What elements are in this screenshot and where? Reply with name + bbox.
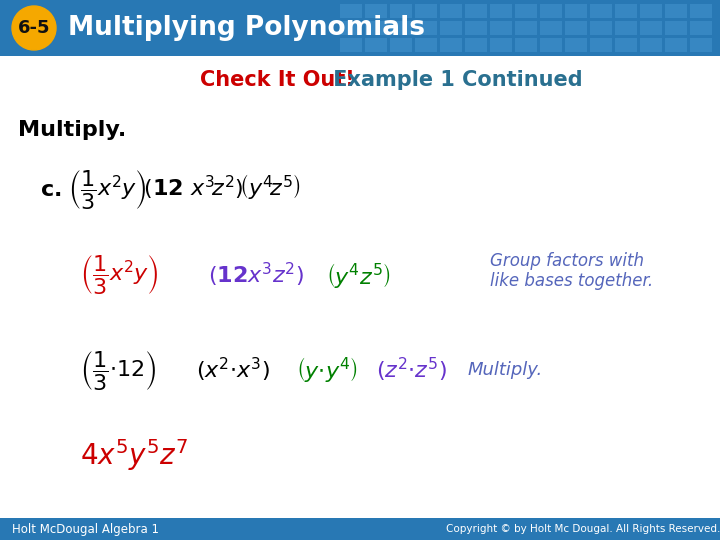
Bar xyxy=(365,4,387,18)
Bar xyxy=(540,21,562,35)
Text: $4x^5y^5z^7$: $4x^5y^5z^7$ xyxy=(80,437,188,473)
Text: $\left(y{\cdot}y^4\right)$: $\left(y{\cdot}y^4\right)$ xyxy=(296,355,358,384)
Text: Multiply.: Multiply. xyxy=(468,361,544,379)
Bar xyxy=(640,4,662,18)
Text: 6-5: 6-5 xyxy=(18,19,50,37)
Text: Copyright © by Holt Mc Dougal. All Rights Reserved.: Copyright © by Holt Mc Dougal. All Right… xyxy=(446,524,720,534)
Bar xyxy=(565,4,587,18)
Bar xyxy=(665,38,687,52)
Bar xyxy=(690,4,712,18)
Bar xyxy=(590,4,612,18)
Bar xyxy=(665,4,687,18)
Bar xyxy=(340,4,362,18)
Bar xyxy=(440,38,462,52)
Bar xyxy=(565,38,587,52)
Text: Example 1 Continued: Example 1 Continued xyxy=(326,70,582,90)
Bar xyxy=(390,4,412,18)
Bar xyxy=(415,4,437,18)
Text: Multiplying Polynomials: Multiplying Polynomials xyxy=(68,15,425,41)
Bar xyxy=(515,21,537,35)
Bar xyxy=(415,21,437,35)
Bar xyxy=(515,38,537,52)
Text: Multiply.: Multiply. xyxy=(18,120,126,140)
Bar xyxy=(490,4,512,18)
Text: $\left(\dfrac{1}{3}x^2 y\right)\!\left(\mathbf{12}\ x^{3}\!z^{2}\right)\!\left(y: $\left(\dfrac{1}{3}x^2 y\right)\!\left(\… xyxy=(68,168,301,212)
Text: $\left(\dfrac{1}{3}{\cdot}12\right)$: $\left(\dfrac{1}{3}{\cdot}12\right)$ xyxy=(80,348,156,392)
Bar xyxy=(690,21,712,35)
Bar xyxy=(465,4,487,18)
Bar xyxy=(490,38,512,52)
Bar xyxy=(690,38,712,52)
Bar xyxy=(615,4,637,18)
Text: $\mathbf{c.}$: $\mathbf{c.}$ xyxy=(40,180,61,200)
Bar xyxy=(465,38,487,52)
Text: $\left(z^2{\cdot}z^5\right)$: $\left(z^2{\cdot}z^5\right)$ xyxy=(376,356,447,384)
Bar xyxy=(565,21,587,35)
Bar xyxy=(590,21,612,35)
Bar xyxy=(390,38,412,52)
Text: like bases together.: like bases together. xyxy=(490,272,653,290)
Bar xyxy=(615,38,637,52)
Text: Group factors with: Group factors with xyxy=(490,252,644,270)
Bar xyxy=(0,0,720,56)
Text: $\left(y^4z^5\right)$: $\left(y^4z^5\right)$ xyxy=(326,260,391,289)
Bar xyxy=(340,21,362,35)
Bar xyxy=(640,38,662,52)
Bar xyxy=(415,38,437,52)
Bar xyxy=(440,4,462,18)
Text: $\left(x^2{\cdot}x^3\right)$: $\left(x^2{\cdot}x^3\right)$ xyxy=(196,356,270,384)
Bar xyxy=(340,38,362,52)
Text: Check It Out!: Check It Out! xyxy=(200,70,355,90)
Bar xyxy=(440,21,462,35)
Bar xyxy=(615,21,637,35)
Bar xyxy=(540,38,562,52)
Bar xyxy=(665,21,687,35)
Bar xyxy=(640,21,662,35)
Bar xyxy=(390,21,412,35)
Bar xyxy=(465,21,487,35)
Bar xyxy=(515,4,537,18)
Bar xyxy=(365,21,387,35)
Text: $\left(\dfrac{1}{3}x^2 y\right)$: $\left(\dfrac{1}{3}x^2 y\right)$ xyxy=(80,253,158,296)
Bar xyxy=(540,4,562,18)
Bar xyxy=(490,21,512,35)
Bar xyxy=(0,518,720,540)
Text: Holt McDougal Algebra 1: Holt McDougal Algebra 1 xyxy=(12,523,159,536)
Text: $\left(\mathbf{12}x^3z^2\right)$: $\left(\mathbf{12}x^3z^2\right)$ xyxy=(208,261,305,289)
Bar xyxy=(365,38,387,52)
Bar xyxy=(590,38,612,52)
Circle shape xyxy=(12,6,56,50)
